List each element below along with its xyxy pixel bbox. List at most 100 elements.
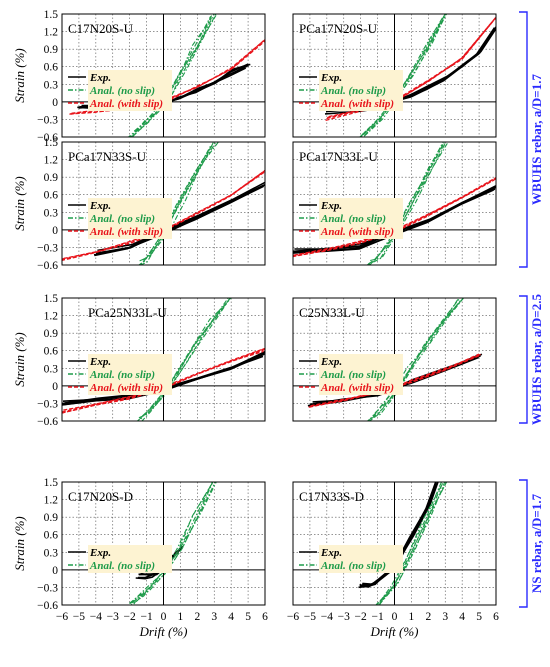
series-line [328, 16, 496, 118]
x-tick-label: 1 [178, 611, 184, 623]
series-line [130, 15, 217, 137]
series-anal-no-slip [366, 298, 465, 421]
y-tick-label: 0.6 [44, 346, 59, 358]
y-tick-labels: 1.5 1.2 0.9 0.6 0.3 0 −0.3 −0.6 [37, 477, 58, 612]
legend-label: Anal. (no slip) [320, 369, 386, 381]
x-tick-label: −3 [107, 611, 119, 623]
y-tick-label: 1.2 [44, 311, 59, 323]
y-tick-label: 0.6 [44, 190, 59, 202]
x-tick-label: 0 [392, 611, 398, 623]
y-tick-label: −0.3 [37, 114, 58, 126]
y-tick-label: −0.3 [37, 582, 58, 594]
bracket-line [519, 479, 528, 608]
legend-box [88, 198, 172, 239]
series-line [372, 298, 465, 418]
y-tick-label: 0 [52, 381, 58, 393]
legend: Exp.Anal. (no slip)Anal. (with slip) [68, 198, 172, 239]
y-tick-label: 0 [52, 225, 58, 237]
y-tick-label: 0.6 [44, 62, 59, 74]
chart-panel-4: PCa17N33L-U Exp.Anal. (no slip)Anal. (wit… [292, 141, 497, 266]
series-line [131, 482, 217, 604]
x-tick-label: −1 [371, 611, 383, 623]
group-label: WBUHS rebar, a/D=1.7 [529, 74, 544, 205]
panel-frame [61, 297, 266, 422]
legend-label: Anal. (with slip) [320, 382, 394, 394]
y-tick-label: −0.6 [37, 600, 58, 612]
legend-label: Exp. [320, 72, 342, 84]
series-line [380, 482, 448, 602]
legend-label: Anal. (with slip) [320, 98, 394, 110]
y-tick-labels: 1.5 1.2 0.9 0.6 0.3 0 −0.3 −0.6 [37, 137, 58, 272]
group-label: NS rebar, a/D=1.7 [529, 493, 544, 593]
y-tick-label: 0.9 [44, 172, 59, 184]
panel-frame [292, 141, 497, 266]
series-line [376, 483, 444, 605]
chart-panel-7: C17N20S-D Exp.Anal. (no slip) 1.5 1.2 0.9 0.6… [12, 477, 268, 639]
chart-panel-3: PCa17N33S-U Exp.Anal. (no slip)Anal. (wit… [12, 137, 266, 272]
y-tick-label: −0.6 [37, 260, 58, 272]
y-tick-label: −0.3 [37, 242, 58, 254]
legend: Exp.Anal. (no slip)Anal. (with slip) [299, 198, 403, 239]
plot-area [358, 482, 448, 605]
series-line [370, 142, 447, 262]
x-tick-label: −1 [140, 611, 152, 623]
x-tick-label: −3 [338, 611, 350, 623]
x-tick-label: −4 [321, 611, 333, 623]
y-tick-labels: 1.5 1.2 0.9 0.6 0.3 0 −0.3 −0.6 [37, 9, 58, 144]
legend-label: Anal. (no slip) [89, 213, 155, 225]
y-tick-label: −0.3 [37, 398, 58, 410]
legend: Exp.Anal. (no slip)Anal. (with slip) [68, 354, 172, 395]
x-tick-label: 2 [425, 611, 431, 623]
x-tick-labels: −6 −5 −4 −3 −2 −1 0 1 2 3 4 5 6 [287, 611, 499, 623]
y-tick-label: 0.3 [44, 547, 59, 559]
series-exp [93, 181, 265, 257]
legend-label: Anal. (no slip) [320, 213, 386, 225]
panel-title: PCa25N33L-U [88, 305, 167, 320]
series-line [97, 181, 265, 252]
x-tick-label: 5 [476, 611, 482, 623]
y-axis-label: Strain (%) [12, 516, 27, 571]
legend: Exp.Anal. (no slip) [299, 545, 403, 573]
y-axis-label: Strain (%) [12, 332, 27, 387]
x-tick-label: 5 [245, 611, 251, 623]
series-anal-no-slip [128, 482, 217, 605]
y-tick-label: 1.5 [44, 293, 59, 305]
x-tick-label: 3 [442, 611, 448, 623]
x-tick-label: 2 [194, 611, 200, 623]
panel-title: PCa17N33L-U [299, 149, 378, 164]
chart-panel-6: C25N33L-U Exp.Anal. (no slip)Anal. (with … [292, 297, 497, 422]
series-line [132, 482, 216, 603]
series-line [378, 482, 446, 605]
legend-box [319, 545, 403, 573]
legend: Exp.Anal. (no slip)Anal. (with slip) [68, 70, 172, 111]
series-line [142, 142, 220, 261]
y-tick-label: 0 [52, 97, 58, 109]
series-anal-no-slip [136, 298, 233, 421]
plot-area [62, 142, 265, 265]
legend-box [88, 70, 172, 111]
series-line [142, 298, 233, 417]
legend-label: Anal. (no slip) [89, 560, 155, 572]
legend: Exp.Anal. (no slip) [68, 545, 172, 573]
chart-panel-1: C17N20S-U Exp.Anal. (no slip)Anal. (with … [12, 9, 266, 144]
legend-label: Exp. [320, 547, 342, 559]
legend: Exp.Anal. (no slip)Anal. (with slip) [299, 354, 403, 395]
legend-label: Exp. [89, 200, 111, 212]
x-tick-label: 6 [262, 611, 268, 623]
panel-frame [61, 13, 266, 138]
x-tick-label: 6 [493, 611, 499, 623]
panel-title: C17N20S-U [68, 21, 134, 36]
legend-box [319, 354, 403, 395]
x-tick-label: 1 [409, 611, 415, 623]
x-tick-label: 3 [211, 611, 217, 623]
series-line [129, 482, 213, 605]
x-tick-label: −6 [287, 611, 299, 623]
x-tick-label: 0 [161, 611, 167, 623]
x-tick-labels: −6 −5 −4 −3 −2 −1 0 1 2 3 4 5 6 [56, 611, 268, 623]
y-axis-label: Strain (%) [12, 176, 27, 231]
group-bracket-2: WBUHS rebar, a/D=2.5 [519, 294, 544, 425]
series-line [375, 482, 443, 605]
x-tick-label: −5 [304, 611, 316, 623]
legend-label: Anal. (with slip) [89, 382, 163, 394]
